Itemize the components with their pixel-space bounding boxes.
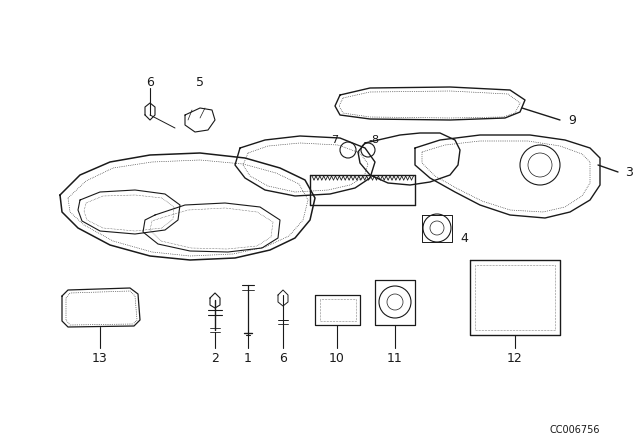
Text: CC006756: CC006756 (550, 425, 600, 435)
Text: 5: 5 (196, 76, 204, 89)
Text: -8: -8 (368, 135, 379, 145)
Text: 9: 9 (568, 113, 576, 126)
Text: 6: 6 (279, 352, 287, 365)
Text: 13: 13 (92, 352, 108, 365)
Text: 11: 11 (387, 352, 403, 365)
Text: 2: 2 (211, 352, 219, 365)
Text: 10: 10 (329, 352, 345, 365)
Text: 4: 4 (460, 232, 468, 245)
Text: 12: 12 (507, 352, 523, 365)
Text: 7: 7 (331, 135, 338, 145)
Text: 1: 1 (244, 352, 252, 365)
Text: 6: 6 (146, 76, 154, 89)
Text: 3: 3 (625, 165, 633, 178)
